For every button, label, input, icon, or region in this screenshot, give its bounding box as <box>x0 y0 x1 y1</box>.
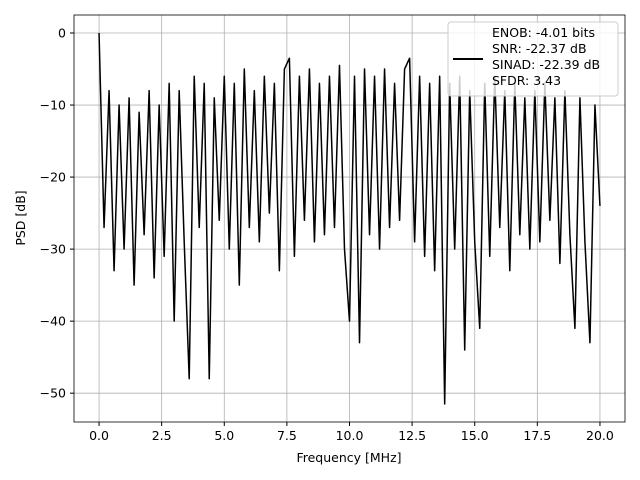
x-tick-label: 7.5 <box>277 428 297 443</box>
x-axis-label: Frequency [MHz] <box>296 450 401 465</box>
x-tick-label: 5.0 <box>214 428 234 443</box>
y-tick-label: −50 <box>40 386 66 401</box>
y-tick-label: 0 <box>58 26 66 41</box>
x-tick-label: 0.0 <box>89 428 109 443</box>
x-tick-label: 15.0 <box>461 428 489 443</box>
y-tick-label: −30 <box>40 242 66 257</box>
series-line <box>98 32 601 405</box>
legend-box <box>447 21 619 97</box>
y-axis-label: PSD [dB] <box>13 190 28 245</box>
axes-frame <box>73 14 626 423</box>
x-tick-label: 10.0 <box>336 428 364 443</box>
x-tick-label: 20.0 <box>586 428 614 443</box>
y-tick-label: −20 <box>40 170 66 185</box>
x-tick-label: 12.5 <box>398 428 426 443</box>
legend-label: ENOB: -4.01 bits SNR: -22.37 dB SINAD: -… <box>492 25 601 88</box>
x-tick-label: 2.5 <box>152 428 172 443</box>
y-tick-label: −40 <box>40 314 66 329</box>
y-tick-label: −10 <box>40 98 66 113</box>
x-tick-label: 17.5 <box>523 428 551 443</box>
